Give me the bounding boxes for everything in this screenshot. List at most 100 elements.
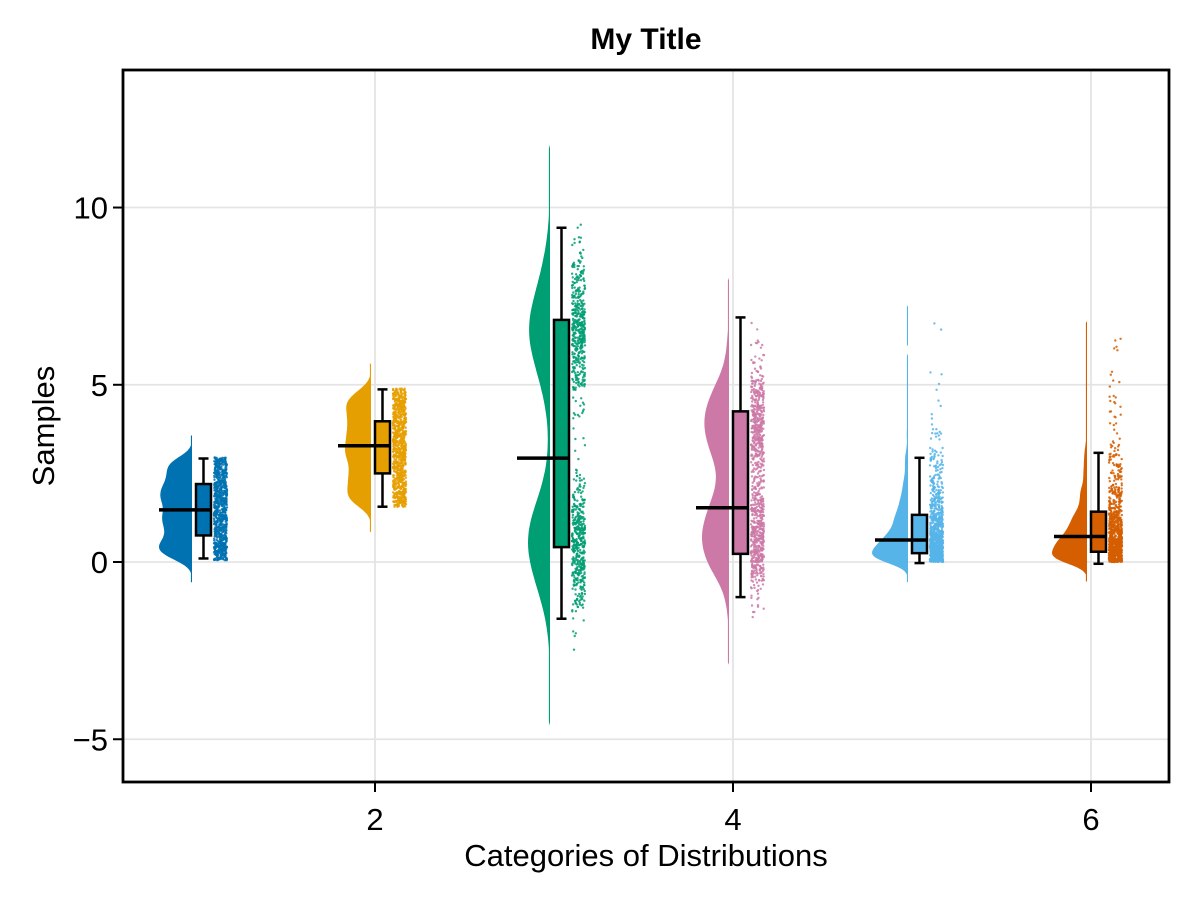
rain-point — [225, 472, 229, 475]
rain-point — [572, 412, 576, 415]
rain-point — [217, 472, 221, 476]
rain-point — [762, 479, 765, 482]
rain-point — [213, 547, 216, 550]
rain-point — [755, 476, 758, 479]
rain-point — [932, 516, 935, 519]
rain-point — [393, 433, 397, 436]
rain-point — [756, 436, 760, 439]
scatter-rain-6 — [1107, 337, 1124, 564]
rain-point — [751, 394, 754, 398]
rain-point — [575, 376, 578, 379]
rain-point — [395, 430, 398, 433]
rain-point — [571, 508, 574, 512]
rain-point — [396, 486, 399, 489]
rain-point — [762, 401, 765, 404]
rain-point — [758, 546, 761, 549]
rain-point — [756, 484, 759, 487]
rain-point — [936, 465, 940, 469]
raincloud-series-3 — [516, 140, 587, 734]
rain-point — [571, 293, 574, 297]
rain-point — [761, 374, 764, 378]
box — [731, 410, 750, 556]
rain-point — [403, 414, 406, 417]
rain-point — [398, 473, 401, 477]
rain-point — [571, 312, 574, 315]
rain-point — [573, 332, 576, 335]
rain-point — [219, 484, 222, 487]
rain-point — [392, 417, 396, 420]
rain-point — [579, 529, 583, 532]
rain-point — [574, 311, 577, 315]
rain-point — [402, 470, 405, 473]
rain-point — [754, 501, 757, 504]
rain-point — [583, 501, 586, 504]
rain-point — [401, 500, 404, 504]
rain-point — [932, 539, 935, 542]
rain-point — [760, 558, 763, 561]
rain-point — [402, 449, 405, 452]
rain-point — [392, 500, 395, 504]
rain-point — [1120, 484, 1124, 487]
rain-point — [218, 513, 222, 516]
rain-point — [579, 350, 582, 353]
rain-point — [575, 543, 578, 546]
rain-point — [395, 420, 398, 423]
rain-point — [757, 417, 760, 420]
rain-point — [932, 499, 936, 502]
rain-point — [1112, 441, 1115, 445]
rain-point — [573, 576, 576, 579]
rain-point — [572, 427, 575, 430]
rain-point — [937, 454, 940, 457]
rain-point — [404, 480, 408, 483]
rain-point — [582, 248, 585, 252]
rain-point — [760, 537, 764, 540]
rain-point — [757, 446, 760, 449]
rain-point — [758, 412, 761, 416]
rain-point — [393, 481, 396, 484]
rain-point — [754, 408, 757, 411]
rain-point — [213, 476, 216, 479]
rain-point — [576, 308, 579, 312]
rain-point — [754, 503, 757, 506]
violin-cloud-5 — [872, 303, 908, 583]
rain-point — [578, 273, 582, 277]
rain-point — [223, 506, 226, 510]
rain-point — [929, 437, 933, 440]
rain-point — [936, 480, 939, 483]
rain-point — [941, 486, 944, 490]
rain-point — [756, 411, 759, 414]
rain-point — [583, 334, 586, 337]
rain-point — [582, 562, 585, 565]
rain-point — [938, 505, 941, 509]
rain-point — [937, 382, 941, 386]
rain-point — [579, 491, 583, 495]
rain-point — [582, 277, 585, 280]
rain-point — [760, 423, 763, 427]
violin-cloud-2 — [345, 363, 371, 532]
rain-point — [391, 424, 395, 427]
rain-point — [398, 462, 401, 466]
rain-point — [220, 552, 223, 555]
rain-point — [577, 512, 581, 515]
rain-point — [1115, 345, 1118, 348]
rain-point — [225, 556, 228, 559]
rain-point — [217, 461, 220, 464]
rain-point — [572, 380, 575, 384]
rain-point — [762, 578, 765, 581]
rain-point — [928, 560, 932, 563]
rain-point — [1109, 497, 1112, 500]
rain-point — [936, 462, 939, 465]
rain-point — [215, 501, 219, 505]
rain-point — [583, 319, 586, 323]
rain-point — [575, 474, 579, 478]
rain-point — [581, 531, 584, 534]
boxplot-4 — [731, 316, 750, 599]
raincloud-series-2 — [337, 363, 408, 532]
rain-point — [578, 334, 582, 338]
rain-point — [403, 387, 406, 390]
rain-point — [404, 452, 407, 455]
rain-point — [756, 407, 759, 411]
rain-point — [758, 465, 761, 469]
rain-point — [940, 482, 944, 485]
rain-point — [401, 413, 404, 416]
